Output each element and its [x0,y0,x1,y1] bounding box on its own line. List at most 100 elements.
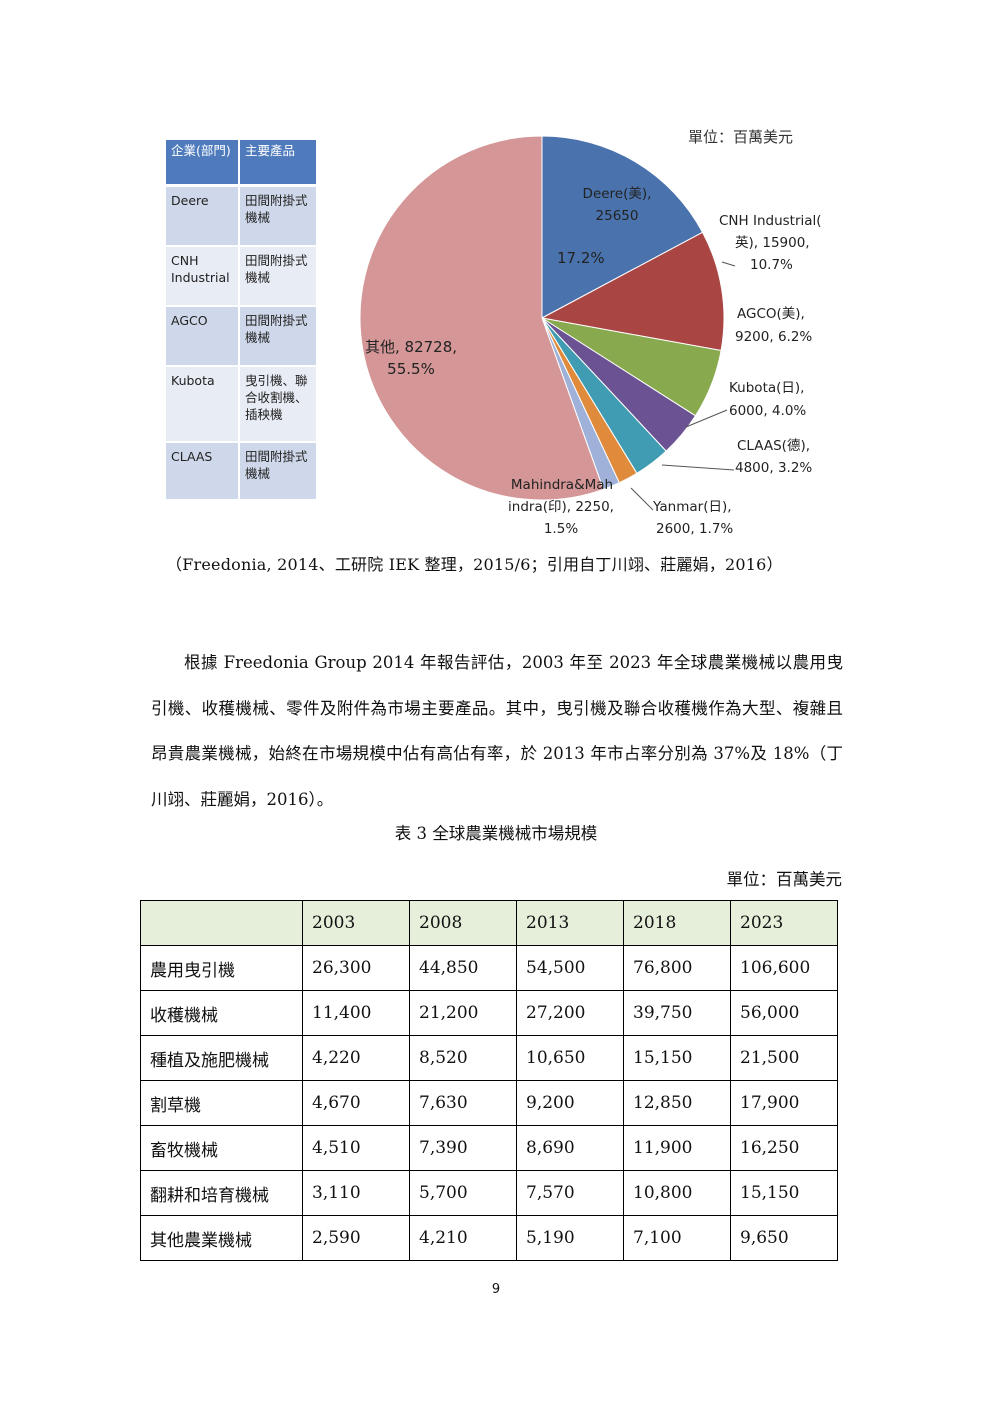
value-cell: 10,650 [516,1035,624,1081]
table-row: 收穫機械 11,400 21,200 27,200 39,750 56,000 [140,990,838,1036]
header-cell-year: 2018 [623,900,731,946]
label-others-line2: 55.5% [387,360,435,378]
company-product: 田間附掛式機械 [240,443,316,501]
category-cell: 翻耕和培育機械 [140,1170,303,1216]
table-caption: 表 3 全球農業機械市場規模 [394,824,598,843]
value-cell: 12,850 [623,1080,731,1126]
body-paragraph: 根據 Freedonia Group 2014 年報告評估，2003 年至 20… [151,653,843,809]
company-table-header-row: 企業(部門) 主要產品 [166,140,316,187]
page-number: 9 [491,1282,501,1297]
value-cell: 76,800 [623,945,731,991]
value-cell: 7,100 [623,1215,731,1261]
company-table-row: AGCO 田間附掛式機械 [166,307,316,367]
company-name: AGCO [166,307,240,367]
leader-line-claas [661,464,735,471]
pie-slice-others [359,135,605,501]
value-cell: 15,150 [623,1035,731,1081]
header-cell-empty [140,900,303,946]
company-table-row: Kubota 曳引機、聯合收割機、插秧機 [166,367,316,443]
company-column-header: 企業(部門) [166,140,240,187]
label-agco-line2: 9200, 6.2% [735,329,812,345]
category-cell: 畜牧機械 [140,1125,303,1171]
pie-slice-cnhindustrial [540,231,725,352]
header-cell-year: 2013 [516,900,624,946]
value-cell: 8,520 [409,1035,517,1081]
header-cell-year: 2008 [409,900,517,946]
company-product: 田間附掛式機械 [240,247,316,307]
label-cnh-line3: 10.7% [750,257,793,273]
leader-line-cnh [721,261,736,267]
market-table-header-row: 2003 2008 2013 2018 2023 [140,900,838,946]
company-name: Deere [166,187,240,247]
table-row: 割草機 4,670 7,630 9,200 12,850 17,900 [140,1080,838,1126]
source-caption: （Freedonia, 2014、工研院 IEK 整理，2015/6；引用自丁川… [166,555,783,574]
product-column-header: 主要產品 [240,140,316,187]
value-cell: 56,000 [730,990,838,1036]
value-cell: 106,600 [730,945,838,991]
label-agco-line1: AGCO(美), [737,306,805,322]
label-yanmar-line1: Yanmar(日), [652,499,732,515]
leader-lines [630,261,736,511]
value-cell: 8,690 [516,1125,624,1171]
body-paragraph-block: 根據 Freedonia Group 2014 年報告評估，2003 年至 20… [151,640,843,822]
chart-unit-label: 單位：百萬美元 [688,128,794,146]
value-cell: 9,200 [516,1080,624,1126]
value-cell: 4,670 [302,1080,410,1126]
company-product: 田間附掛式機械 [240,307,316,367]
label-mahindra-line1: Mahindra&Mah [511,477,613,493]
table-row: 其他農業機械 2,590 4,210 5,190 7,100 9,650 [140,1215,838,1261]
label-mahindra-line3: 1.5% [544,521,578,537]
label-claas-line2: 4800, 3.2% [735,460,812,476]
market-size-table: 2003 2008 2013 2018 2023 農用曳引機 26,300 44… [140,900,838,1261]
label-deere-line1: Deere(美), [583,186,652,202]
value-cell: 17,900 [730,1080,838,1126]
table-row: 農用曳引機 26,300 44,850 54,500 76,800 106,60… [140,945,838,991]
value-cell: 21,500 [730,1035,838,1081]
value-cell: 7,630 [409,1080,517,1126]
value-cell: 11,400 [302,990,410,1036]
value-cell: 11,900 [623,1125,731,1171]
table-unit-label: 單位：百萬美元 [726,870,843,889]
label-others-line1: 其他, 82728, [365,338,457,356]
label-deere-percent: 17.2% [557,249,605,267]
value-cell: 7,570 [516,1170,624,1216]
company-product: 田間附掛式機械 [240,187,316,247]
company-table-row: Deere 田間附掛式機械 [166,187,316,247]
label-cnh-line1: CNH Industrial( [719,213,822,229]
category-cell: 其他農業機械 [140,1215,303,1261]
value-cell: 39,750 [623,990,731,1036]
value-cell: 16,250 [730,1125,838,1171]
value-cell: 27,200 [516,990,624,1036]
value-cell: 26,300 [302,945,410,991]
value-cell: 4,510 [302,1125,410,1171]
value-cell: 5,190 [516,1215,624,1261]
company-name: Kubota [166,367,240,443]
table-row: 翻耕和培育機械 3,110 5,700 7,570 10,800 15,150 [140,1170,838,1216]
value-cell: 4,220 [302,1035,410,1081]
label-kubota-line1: Kubota(日), [729,380,804,396]
value-cell: 21,200 [409,990,517,1036]
company-name: CNH Industrial [166,247,240,307]
pie-slices [359,135,725,501]
leader-line-yanmar [630,487,654,511]
value-cell: 2,590 [302,1215,410,1261]
category-cell: 農用曳引機 [140,945,303,991]
value-cell: 5,700 [409,1170,517,1216]
value-cell: 54,500 [516,945,624,991]
value-cell: 7,390 [409,1125,517,1171]
leader-line-kubota [685,409,728,428]
value-cell: 10,800 [623,1170,731,1216]
label-mahindra-line2: indra(印), 2250, [508,499,614,515]
category-cell: 種植及施肥機械 [140,1035,303,1081]
label-claas-line1: CLAAS(德), [737,438,810,454]
table-row: 種植及施肥機械 4,220 8,520 10,650 15,150 21,500 [140,1035,838,1081]
company-product: 曳引機、聯合收割機、插秧機 [240,367,316,443]
label-kubota-line2: 6000, 4.0% [729,403,806,419]
value-cell: 4,210 [409,1215,517,1261]
category-cell: 收穫機械 [140,990,303,1036]
label-deere-line2: 25650 [596,208,639,224]
value-cell: 9,650 [730,1215,838,1261]
label-cnh-line2: 英), 15900, [735,234,810,251]
header-cell-year: 2003 [302,900,410,946]
company-table-row: CNH Industrial 田間附掛式機械 [166,247,316,307]
